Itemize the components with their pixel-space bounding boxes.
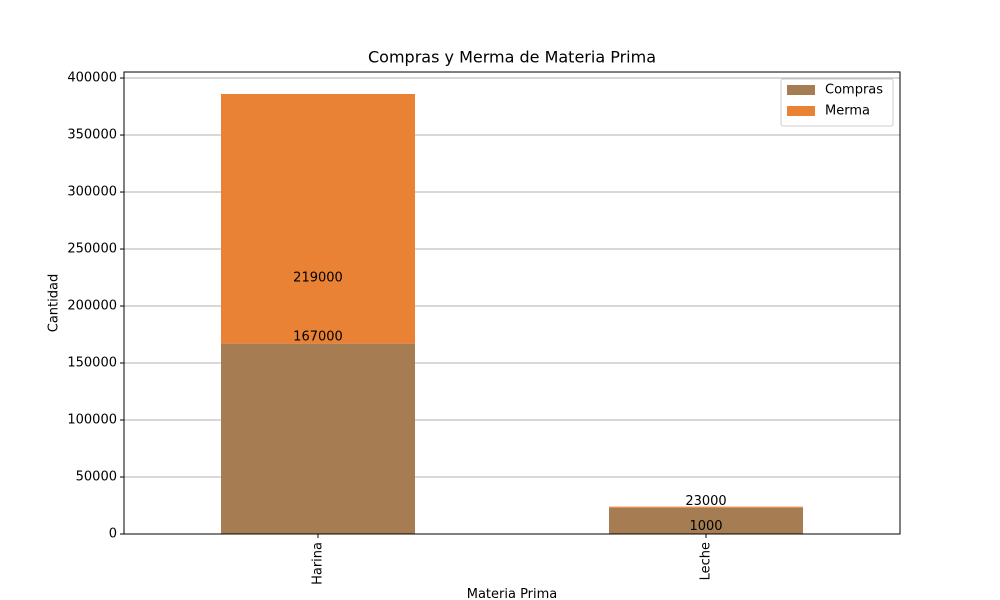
y-axis-label: Cantidad (47, 274, 62, 332)
y-tick-label: 350000 (67, 128, 117, 143)
x-axis-label: Materia Prima (467, 587, 558, 600)
y-tick-label: 100000 (67, 413, 117, 428)
y-tick-label: 250000 (67, 242, 117, 257)
y-tick-label: 200000 (67, 299, 117, 314)
value-label: 1000 (689, 519, 722, 534)
legend: Compras Merma (780, 78, 894, 127)
value-label: 23000 (685, 494, 726, 509)
y-tick-label: 50000 (76, 470, 117, 485)
bar-segment (221, 343, 415, 534)
bar-segment (609, 507, 803, 534)
legend-swatch (787, 106, 815, 116)
legend-swatch (787, 85, 815, 95)
y-tick-label: 0 (109, 527, 117, 542)
legend-label: Merma (825, 104, 870, 119)
y-tick-label: 150000 (67, 356, 117, 371)
legend-label: Compras (825, 83, 883, 98)
bar-segment (221, 94, 415, 344)
y-tick-label: 400000 (67, 71, 117, 86)
value-label: 167000 (293, 330, 343, 345)
value-label: 219000 (293, 270, 343, 285)
plot-frame (123, 71, 901, 535)
x-tick-label: Leche (699, 542, 714, 580)
bar-segment (609, 506, 803, 508)
x-tick-label: Harina (311, 542, 326, 585)
chart-title: Compras y Merma de Materia Prima (368, 48, 656, 67)
y-tick-label: 300000 (67, 185, 117, 200)
